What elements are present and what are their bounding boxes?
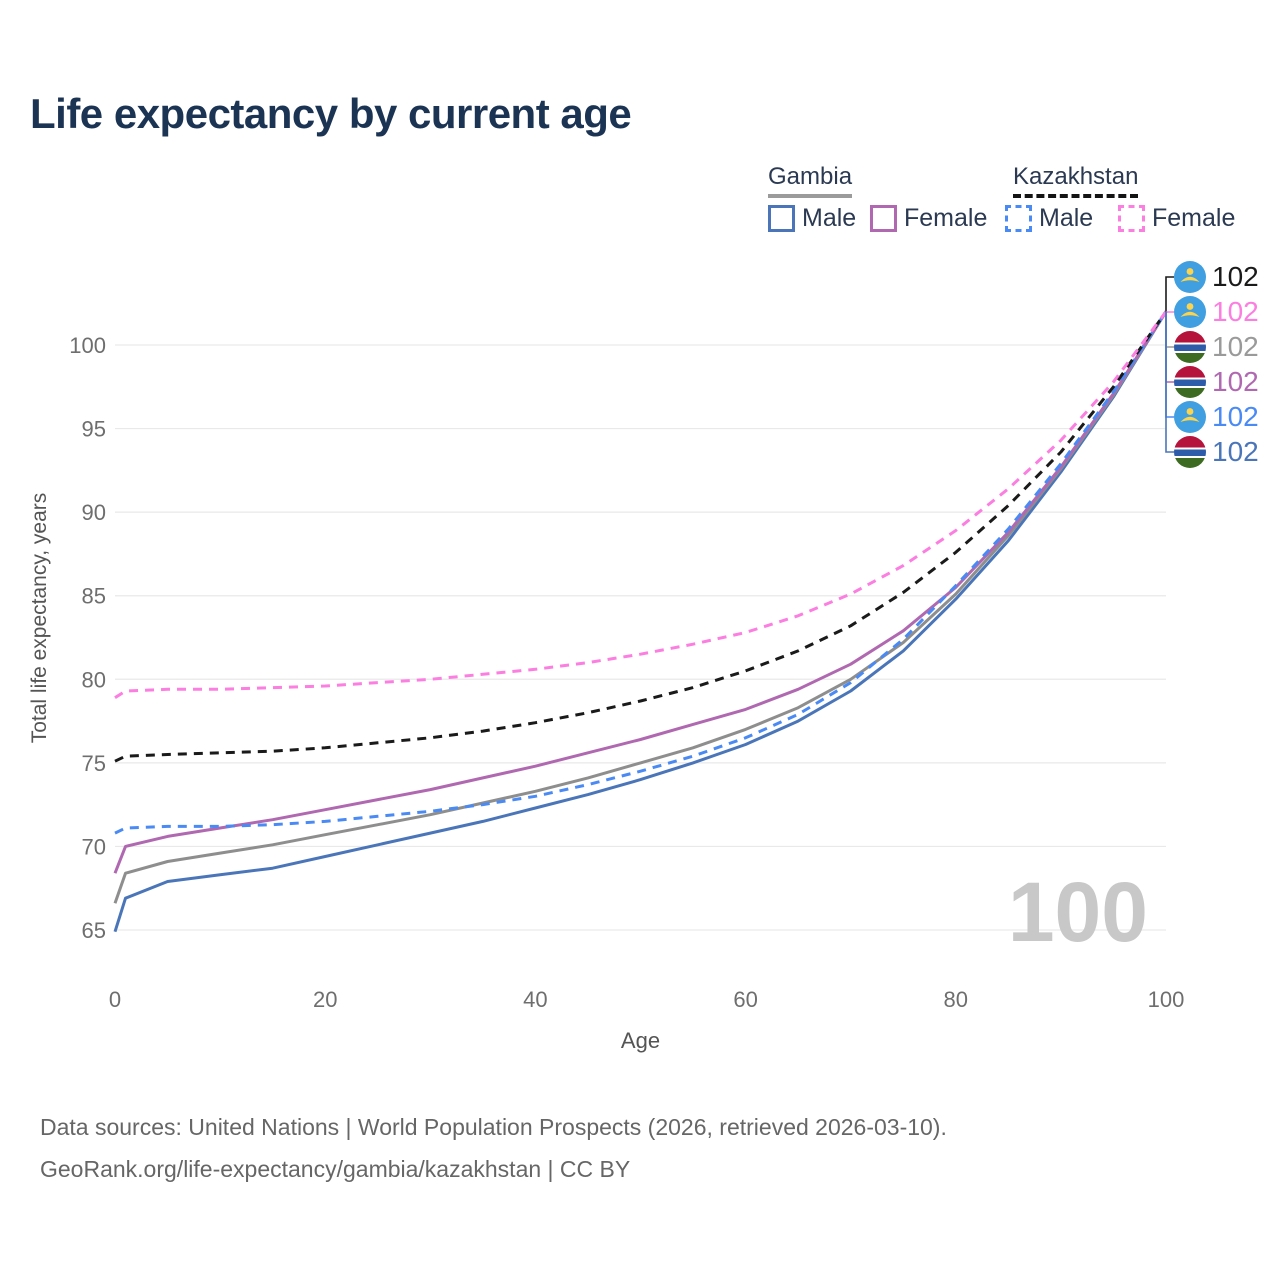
y-tick-65: 65 [82,918,106,943]
y-tick-90: 90 [82,500,106,525]
flag-kazakhstan-icon [1174,401,1206,433]
x-tick-80: 80 [944,987,968,1012]
series-gambia-female[interactable] [113,310,1168,874]
end-label-value: 102 [1212,261,1259,292]
flag-gambia-icon [1174,366,1206,398]
series-kazakhstan-male[interactable] [114,310,1168,835]
series-gambia-all[interactable] [113,310,1168,904]
flag-gambia-icon [1174,331,1206,363]
flag-kazakhstan-icon [1174,296,1206,328]
legend-item-label: Female [1152,204,1236,232]
x-tick-100: 100 [1148,987,1185,1012]
y-tick-70: 70 [82,834,106,859]
end-label-value: 102 [1212,366,1259,397]
flag-kazakhstan-icon [1174,261,1206,293]
legend-swatch-gambia-male [768,205,795,232]
chart-footer: Data sources: United Nations | World Pop… [40,1106,947,1190]
legend-item-gambia-male[interactable]: Male [768,204,856,233]
end-label-connector [1165,311,1174,418]
legend-swatch-kazakhstan-male [1005,205,1032,232]
age-watermark: 100 [1008,865,1148,959]
series-gambia-male[interactable] [113,310,1168,933]
y-tick-100: 100 [69,333,106,358]
series-kazakhstan-female[interactable] [114,310,1168,699]
legend-swatch-gambia-female [870,205,897,232]
end-label-value: 102 [1212,296,1259,327]
y-tick-85: 85 [82,584,106,609]
y-tick-75: 75 [82,751,106,776]
end-label-connector [1165,311,1174,453]
x-tick-40: 40 [523,987,547,1012]
y-tick-95: 95 [82,417,106,442]
legend-swatch-kazakhstan-female [1118,205,1145,232]
series-kazakhstan-all[interactable] [114,310,1168,763]
legend-item-label: Male [802,204,857,232]
end-label-value: 102 [1212,331,1259,362]
legend-item-kazakhstan-female[interactable]: Female [1118,204,1235,233]
legend-item-label: Female [904,204,988,232]
page-title: Life expectancy by current age [30,90,632,137]
x-tick-0: 0 [109,987,121,1012]
x-tick-60: 60 [733,987,757,1012]
data-sources-text: Data sources: United Nations | World Pop… [40,1114,947,1140]
legend-group-kazakhstan: Kazakhstan [1013,163,1139,198]
end-label-connector [1165,276,1174,312]
y-axis-title: Total life expectancy, years [28,493,51,744]
end-label-connector [1165,311,1174,348]
y-tick-80: 80 [82,667,106,692]
legend-group-gambia: Gambia [768,163,853,198]
end-label-value: 102 [1212,436,1259,467]
legend-item-kazakhstan-male[interactable]: Male [1005,204,1093,233]
end-label-value: 102 [1212,401,1259,432]
x-tick-20: 20 [313,987,337,1012]
legend-item-gambia-female[interactable]: Female [870,204,987,233]
legend-item-label: Male [1039,204,1094,232]
source-url-text: GeoRank.org/life-expectancy/gambia/kazak… [40,1156,631,1182]
x-axis-title: Age [621,1028,660,1053]
flag-gambia-icon [1174,436,1206,468]
